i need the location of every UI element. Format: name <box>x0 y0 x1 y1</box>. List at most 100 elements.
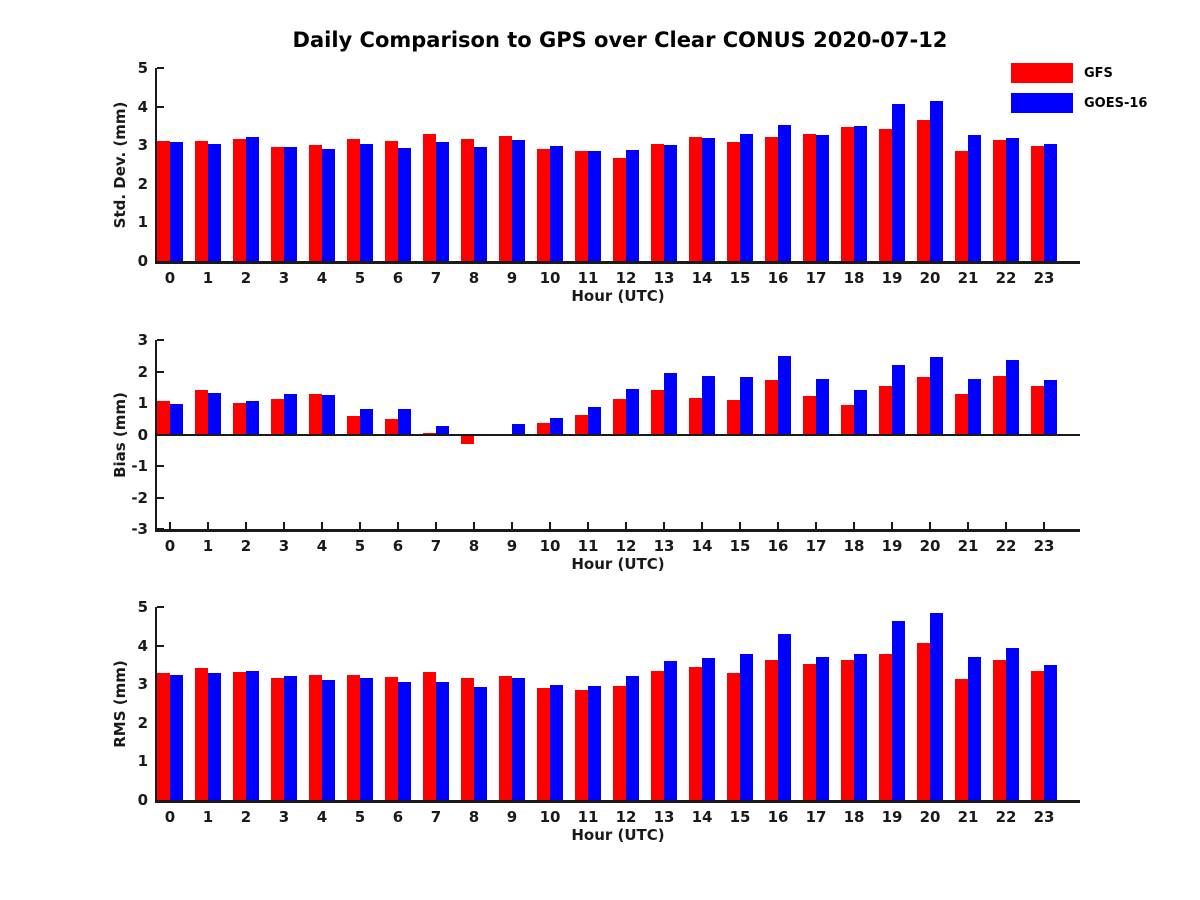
std-dev-x-tick-label: 23 <box>1033 269 1055 287</box>
std-dev-bar-goes-16-h6 <box>398 147 411 261</box>
rms-bar-goes-16-h2 <box>246 670 259 800</box>
std-dev-x-tick-label: 0 <box>164 269 176 287</box>
rms-bar-goes-16-h6 <box>398 682 411 800</box>
bias-x-tick <box>891 522 893 529</box>
bias-bar-gfs-h23 <box>1031 385 1044 435</box>
rms-x-tick-label: 0 <box>164 808 176 826</box>
rms-x-tick-label: 1 <box>202 808 214 826</box>
rms-bar-goes-16-h1 <box>208 672 221 800</box>
bias-x-tick-label: 9 <box>506 537 518 555</box>
std-dev-bar-gfs-h17 <box>803 134 816 261</box>
rms-bar-goes-16-h15 <box>740 654 753 800</box>
rms-x-tick-label: 4 <box>316 808 328 826</box>
bias-bar-goes-16-h10 <box>550 417 563 435</box>
std-dev-bar-gfs-h8 <box>461 139 474 261</box>
bias-y-tick <box>157 465 164 467</box>
std-dev-x-tick-label: 13 <box>653 269 675 287</box>
bias-x-tick-label: 15 <box>729 537 751 555</box>
bias-x-tick <box>473 522 475 529</box>
rms-x-tick-label: 5 <box>354 808 366 826</box>
bias-bar-goes-16-h11 <box>588 406 601 435</box>
rms-bar-gfs-h18 <box>841 660 854 800</box>
bias-bar-goes-16-h0 <box>170 403 183 435</box>
std-dev-bar-gfs-h1 <box>195 140 208 261</box>
bias-x-tick <box>397 522 399 529</box>
std-dev-bar-goes-16-h3 <box>284 146 297 261</box>
std-dev-bar-goes-16-h5 <box>360 143 373 261</box>
std-dev-x-tick-label: 17 <box>805 269 827 287</box>
std-dev-bar-goes-16-h4 <box>322 149 335 261</box>
bias-bar-gfs-h16 <box>765 380 778 435</box>
std-dev-bar-goes-16-h9 <box>512 139 525 261</box>
bias-bar-goes-16-h18 <box>854 390 867 435</box>
bias-bar-goes-16-h4 <box>322 395 335 435</box>
bias-x-tick-label: 22 <box>995 537 1017 555</box>
legend-label-goes16: GOES-16 <box>1084 95 1148 111</box>
rms-y-tick-label: 1 <box>137 752 148 771</box>
std-dev-bar-goes-16-h16 <box>778 124 791 261</box>
bias-bar-goes-16-h19 <box>892 364 905 435</box>
std-dev-bar-gfs-h20 <box>917 120 930 261</box>
rms-bar-gfs-h6 <box>385 677 398 800</box>
bias-bar-gfs-h17 <box>803 396 816 435</box>
rms-bar-gfs-h23 <box>1031 670 1044 800</box>
bias-bar-gfs-h18 <box>841 404 854 435</box>
bias-bar-gfs-h2 <box>233 402 246 435</box>
bias-x-tick-label: 0 <box>164 537 176 555</box>
bias-x-tick-label: 12 <box>615 537 637 555</box>
legend-item-gfs: GFS <box>1011 63 1147 83</box>
bias-bar-goes-16-h13 <box>664 373 677 435</box>
bias-bar-goes-16-h7 <box>436 425 449 435</box>
std-dev-bar-gfs-h18 <box>841 126 854 261</box>
std-dev-bar-goes-16-h13 <box>664 144 677 261</box>
rms-x-tick-label: 6 <box>392 808 404 826</box>
rms-bar-goes-16-h18 <box>854 653 867 800</box>
bias-y-tick-label: 0 <box>137 425 148 444</box>
rms-x-tick-label: 21 <box>957 808 979 826</box>
rms-x-tick-label: 18 <box>843 808 865 826</box>
rms-bar-goes-16-h16 <box>778 633 791 800</box>
std-dev-y-tick <box>157 67 164 69</box>
std-dev-bar-gfs-h22 <box>993 140 1006 261</box>
bias-bar-gfs-h1 <box>195 390 208 435</box>
std-dev-x-tick-label: 1 <box>202 269 214 287</box>
bias-x-tick-label: 14 <box>691 537 713 555</box>
std-dev-x-axis <box>155 261 1080 264</box>
rms-bar-gfs-h5 <box>347 675 360 800</box>
bias-x-tick <box>587 522 589 529</box>
std-dev-x-tick-label: 3 <box>278 269 290 287</box>
std-dev-y-tick-label: 3 <box>137 136 148 155</box>
rms-bar-goes-16-h14 <box>702 657 715 800</box>
std-dev-bar-goes-16-h15 <box>740 133 753 261</box>
rms-x-tick-label: 8 <box>468 808 480 826</box>
bias-bar-gfs-h8 <box>461 434 474 444</box>
std-dev-x-tick-label: 14 <box>691 269 713 287</box>
rms-x-tick-label: 23 <box>1033 808 1055 826</box>
rms-bar-gfs-h15 <box>727 673 740 800</box>
bias-x-tick <box>815 522 817 529</box>
bias-y-tick-label: 3 <box>137 331 148 349</box>
bias-y-tick <box>157 370 164 373</box>
rms-x-tick-label: 7 <box>430 808 442 826</box>
std-dev-bar-goes-16-h11 <box>588 150 601 261</box>
rms-x-tick-label: 13 <box>653 808 675 826</box>
rms-bar-goes-16-h22 <box>1006 647 1019 800</box>
bias-bar-gfs-h4 <box>309 394 322 435</box>
bias-x-tick-label: 7 <box>430 537 442 555</box>
rms-y-tick <box>157 644 164 647</box>
std-dev-bar-goes-16-h22 <box>1006 138 1019 261</box>
bias-bar-gfs-h0 <box>157 401 170 435</box>
rms-y-tick-label: 0 <box>137 791 148 809</box>
bias-x-tick-label: 5 <box>354 537 366 555</box>
rms-bar-goes-16-h4 <box>322 679 335 800</box>
bias-x-tick <box>853 522 855 529</box>
rms-x-tick-label: 16 <box>767 808 789 826</box>
bias-x-tick <box>929 522 931 529</box>
bias-x-tick-label: 6 <box>392 537 404 555</box>
bias-x-tick-label: 20 <box>919 537 941 555</box>
rms-x-tick-label: 17 <box>805 808 827 826</box>
bias-bar-gfs-h15 <box>727 400 740 435</box>
rms-bar-gfs-h17 <box>803 663 816 800</box>
std-dev-bar-goes-16-h10 <box>550 146 563 261</box>
